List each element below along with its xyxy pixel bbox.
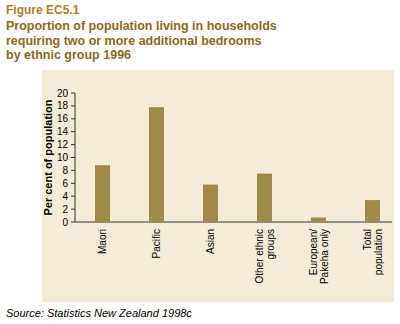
bar	[257, 174, 272, 222]
subtitle: Proportion of population living in house…	[6, 19, 277, 62]
y-tick-label: 2	[62, 204, 68, 215]
title: Figure EC5.1	[6, 3, 80, 17]
panel-background	[42, 70, 394, 302]
y-tick	[71, 105, 75, 106]
subtitle-line: Proportion of population living in house…	[6, 19, 277, 33]
x-tick-label: Asian	[205, 229, 216, 254]
y-tick	[71, 209, 75, 210]
x-tick-label: Pacific	[151, 229, 162, 258]
y-tick	[71, 183, 75, 184]
y-tick-label: 6	[62, 178, 68, 189]
y-tick	[71, 144, 75, 145]
x-axis-line	[75, 222, 392, 223]
y-tick-label: 4	[62, 191, 68, 202]
bar	[95, 165, 110, 222]
x-tick-label-line: Total	[362, 229, 373, 250]
x-tick-label-line: Pacific	[151, 229, 162, 258]
x-tick-label-line: Asian	[205, 229, 216, 254]
x-tick-label: Totalpopulation	[362, 229, 384, 275]
bar	[365, 200, 380, 222]
x-tick-label-line: European/	[308, 229, 319, 275]
y-tick	[71, 222, 75, 223]
x-tick-label: Maori	[97, 229, 108, 254]
bar	[203, 185, 218, 222]
x-tick-label: European/Pakeha only	[308, 229, 330, 284]
y-tick-label: 0	[62, 217, 68, 228]
chart: Figure EC5.1 Proportion of population liv…	[0, 0, 400, 324]
y-tick	[71, 93, 75, 94]
y-tick	[71, 157, 75, 158]
x-tick-label-line: Pakeha only	[319, 229, 330, 284]
y-tick-label: 18	[57, 100, 69, 111]
y-tick-label: 14	[57, 126, 69, 137]
subtitle-line: by ethnic group 1996	[6, 48, 131, 62]
y-tick	[71, 131, 75, 132]
source-note: Source: Statistics New Zealand 1998c	[6, 307, 192, 319]
y-axis-title: Per cent of population	[42, 99, 54, 215]
bar	[311, 217, 326, 222]
y-tick-label: 16	[57, 113, 69, 124]
y-tick	[71, 196, 75, 197]
y-tick-label: 10	[57, 152, 69, 163]
y-axis-line	[75, 93, 76, 222]
y-tick-label: 8	[62, 165, 68, 176]
bar	[149, 107, 164, 222]
y-tick-label: 12	[57, 139, 69, 150]
x-tick-label-line: population	[373, 229, 384, 275]
x-tick-label: Other ethnicgroups	[254, 229, 276, 283]
bars	[95, 107, 380, 222]
x-tick-label-line: Maori	[97, 229, 108, 254]
y-tick-label: 20	[57, 88, 69, 99]
x-tick-label-line: Other ethnic	[254, 229, 265, 283]
y-tick	[71, 170, 75, 171]
subtitle-line: requiring two or more additional bedroom…	[6, 34, 262, 48]
y-tick	[71, 118, 75, 119]
x-tick-label-line: groups	[265, 229, 276, 260]
